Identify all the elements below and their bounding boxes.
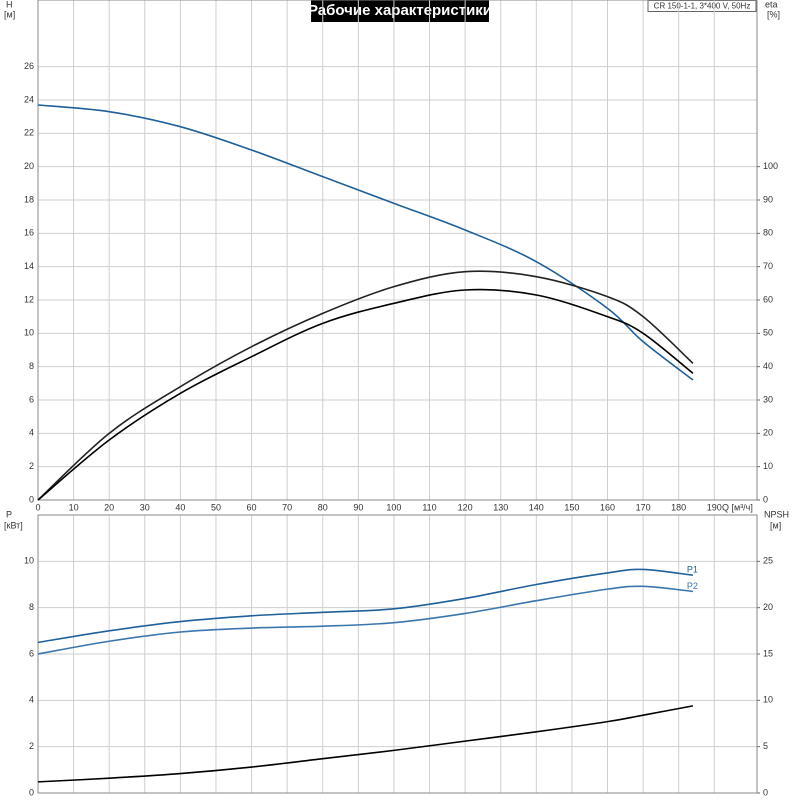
y-tick-label: 12 (24, 294, 34, 304)
x-tick-label: 50 (211, 502, 221, 512)
y-tick-label: 8 (29, 361, 34, 371)
y2-tick-label: 40 (763, 361, 773, 371)
y-tick-label: 20 (24, 161, 34, 171)
y2-tick-label: 80 (763, 228, 773, 238)
y2-axis-unit: [м] (770, 520, 781, 530)
y-tick-label: 0 (29, 787, 34, 797)
y2-tick-label: 30 (763, 394, 773, 404)
y2-tick-label: 60 (763, 294, 773, 304)
y-tick-label: 24 (24, 94, 34, 104)
y-tick-label: 4 (29, 428, 34, 438)
y-tick-label: 14 (24, 261, 34, 271)
x-tick-label: 120 (458, 502, 473, 512)
x-tick-label: 160 (600, 502, 615, 512)
x-tick-label: 140 (529, 502, 544, 512)
y-tick-label: 10 (24, 328, 34, 338)
y2-axis-unit: [%] (767, 9, 780, 19)
y2-tick-label: 10 (763, 461, 773, 471)
curve (37, 705, 694, 783)
title-box (311, 0, 489, 22)
curve-label: P2 (687, 581, 698, 591)
x-tick-label: 10 (69, 502, 79, 512)
y2-tick-label: 25 (763, 556, 773, 566)
y-tick-label: 26 (24, 61, 34, 71)
x-tick-label: 70 (282, 502, 292, 512)
x-tick-label: 20 (104, 502, 114, 512)
curve (37, 104, 694, 381)
x-tick-label: 80 (318, 502, 328, 512)
plot-frame (37, 0, 758, 501)
y-tick-label: 18 (24, 194, 34, 204)
x-tick-label: 100 (386, 502, 401, 512)
x-tick-label: 180 (671, 502, 686, 512)
curve (37, 270, 694, 501)
y2-tick-label: 100 (763, 161, 778, 171)
y-tick-label: 0 (29, 494, 34, 504)
y2-tick-label: 10 (763, 695, 773, 705)
x-tick-label: 60 (247, 502, 257, 512)
curve (37, 568, 694, 644)
y-tick-label: 10 (24, 556, 34, 566)
y2-tick-label: 0 (763, 494, 768, 504)
y2-tick-label: 15 (763, 648, 773, 658)
model-label: CR 150-1-1, 3*400 V, 50Hz (654, 2, 751, 11)
x-tick-label: 30 (140, 502, 150, 512)
y-tick-label: 22 (24, 128, 34, 138)
y2-tick-label: 50 (763, 328, 773, 338)
x-axis-label: Q [м³/ч] (722, 502, 753, 512)
y-tick-label: 16 (24, 228, 34, 238)
x-tick-label: 40 (175, 502, 185, 512)
curve (37, 288, 694, 501)
y-axis-unit: [кВт] (4, 520, 23, 530)
x-tick-label: 150 (564, 502, 579, 512)
y2-tick-label: 90 (763, 194, 773, 204)
y2-tick-label: 20 (763, 602, 773, 612)
y2-tick-label: 20 (763, 428, 773, 438)
x-tick-label: 130 (493, 502, 508, 512)
x-tick-label: 90 (353, 502, 363, 512)
curve-label: P1 (687, 565, 698, 575)
y-axis-unit: [м] (4, 9, 15, 19)
y-tick-label: 2 (29, 741, 34, 751)
y-axis-label: H (6, 0, 13, 9)
y-tick-label: 4 (29, 695, 34, 705)
y-tick-label: 6 (29, 394, 34, 404)
y-tick-label: 6 (29, 648, 34, 658)
y2-axis-label: eta (765, 0, 778, 9)
y2-tick-label: 0 (763, 787, 768, 797)
x-tick-label: 170 (636, 502, 651, 512)
x-tick-label: 0 (35, 502, 40, 512)
y-axis-label: P (6, 509, 12, 519)
x-tick-label: 110 (422, 502, 436, 512)
y2-axis-label: NPSH (764, 509, 789, 519)
chart-title: Рабочие характеристики (308, 2, 492, 19)
curve (37, 585, 694, 655)
y-tick-label: 8 (29, 602, 34, 612)
y2-tick-label: 70 (763, 261, 773, 271)
y2-tick-label: 5 (763, 741, 768, 751)
x-tick-label: 190 (707, 502, 722, 512)
y-tick-label: 2 (29, 461, 34, 471)
